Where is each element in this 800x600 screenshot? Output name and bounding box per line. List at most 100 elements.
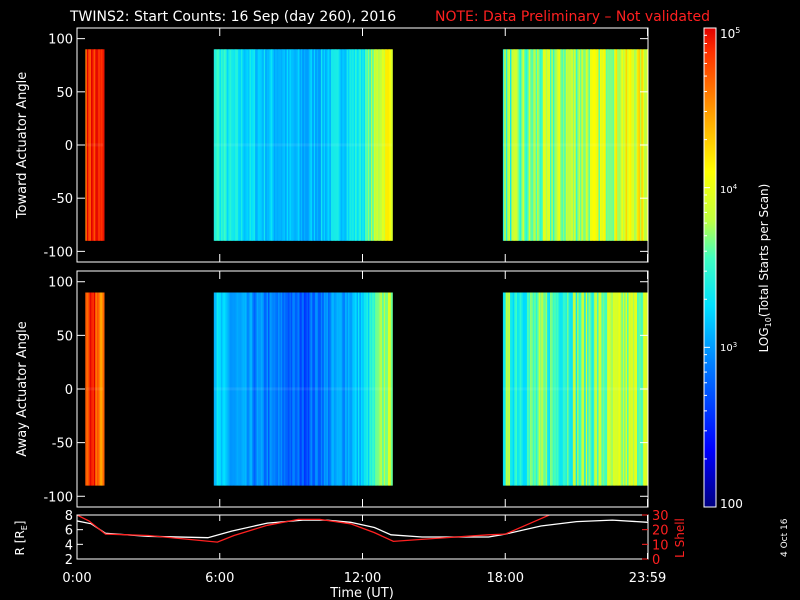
heatmap-column [554,49,557,241]
heatmap-column [215,49,218,241]
heatmap-column [339,292,342,486]
heatmap-column [276,49,279,241]
heatmap-column [213,49,216,241]
heatmap-column [550,49,552,241]
heatmap-column [363,49,366,241]
heatmap-column [588,292,591,486]
heatmap-column [518,292,521,486]
away-y-label: Away Actuator Angle [15,321,30,456]
heatmap-column [522,49,525,241]
heatmap-column [530,49,532,241]
heatmap-column [228,49,231,241]
heatmap-column [524,292,527,486]
heatmap-column [521,292,524,486]
y-tick-label: 10 [652,538,669,553]
heatmap-column [299,49,302,241]
heatmap-column [245,49,248,241]
heatmap-column [225,292,228,486]
heatmap-column [272,292,275,486]
heatmap-column [348,292,350,486]
heatmap-column [577,292,580,486]
heatmap-column [275,49,278,241]
heatmap-column [578,292,581,486]
heatmap-column [286,49,289,241]
heatmap-column [561,49,564,241]
heatmap-column [85,292,88,486]
x-tick-label: 12:00 [344,571,381,586]
heatmap-column [589,49,592,241]
heatmap-column [561,292,564,486]
heatmap-column [587,292,590,486]
heatmap-column [510,292,512,486]
heatmap-column [628,292,631,486]
heatmap-column [88,292,91,486]
heatmap-column [249,49,252,241]
heatmap-column [359,49,362,241]
heatmap-column [268,49,270,241]
heatmap-column [248,292,251,486]
heatmap-column [637,49,640,241]
heatmap-column [96,292,99,486]
heatmap-column [598,292,601,486]
heatmap-column [340,49,343,241]
colorbar-tick-1e5: 105 [720,26,740,41]
heatmap-column [618,292,621,486]
heatmap-column [316,49,319,241]
heatmap-column [358,49,360,241]
heatmap-column [275,292,278,486]
heatmap-column [219,49,222,241]
heatmap-column [389,49,392,241]
heatmap-column [292,49,295,241]
heatmap-column [368,292,370,486]
heatmap-column [320,49,323,241]
heatmap-column [383,292,386,486]
heatmap-column [521,49,524,241]
heatmap-column [259,49,262,241]
heatmap-column [629,292,632,486]
heatmap-column [278,292,280,486]
heatmap-column [372,292,375,486]
heatmap-column [312,292,315,486]
heatmap-column [273,292,276,486]
heatmap-column [635,292,638,486]
heatmap-column [560,49,562,241]
heatmap-column [299,292,302,486]
heatmap-column [550,292,552,486]
heatmap-column [601,49,604,241]
heatmap-column [388,292,390,486]
heatmap-column [511,49,514,241]
heatmap-column [319,49,322,241]
heatmap-column [300,292,303,486]
heatmap-column [266,292,269,486]
heatmap-column [514,292,517,486]
heatmap-column [637,292,640,486]
heatmap-column [386,292,389,486]
heatmap-column [228,292,231,486]
heatmap-column [288,292,290,486]
time-axis-label: Time (UT) [329,586,394,600]
heatmap-column [336,292,339,486]
heatmap-column [564,49,567,241]
heatmap-column [323,292,326,486]
heatmap-column [624,292,627,486]
time-axis: 0:00 6:00 12:00 18:00 23:59 [62,28,666,586]
heatmap-column [101,292,103,486]
heatmap-column [349,292,352,486]
y-tick-label: -50 [52,192,73,207]
heatmap-column [548,49,551,241]
heatmap-column [382,49,385,241]
heatmap-column [505,292,508,486]
heatmap-column [584,49,587,241]
heatmap-column [223,292,226,486]
heatmap-column [322,49,325,241]
heatmap-column [359,292,362,486]
heatmap-column [280,49,283,241]
heatmap-column [335,292,338,486]
heatmap-column [290,49,293,241]
heatmap-column [288,49,290,241]
heatmap-column [594,292,597,486]
heatmap-column [588,49,591,241]
y-tick-label: 100 [48,33,73,48]
heatmap-column [248,49,251,241]
